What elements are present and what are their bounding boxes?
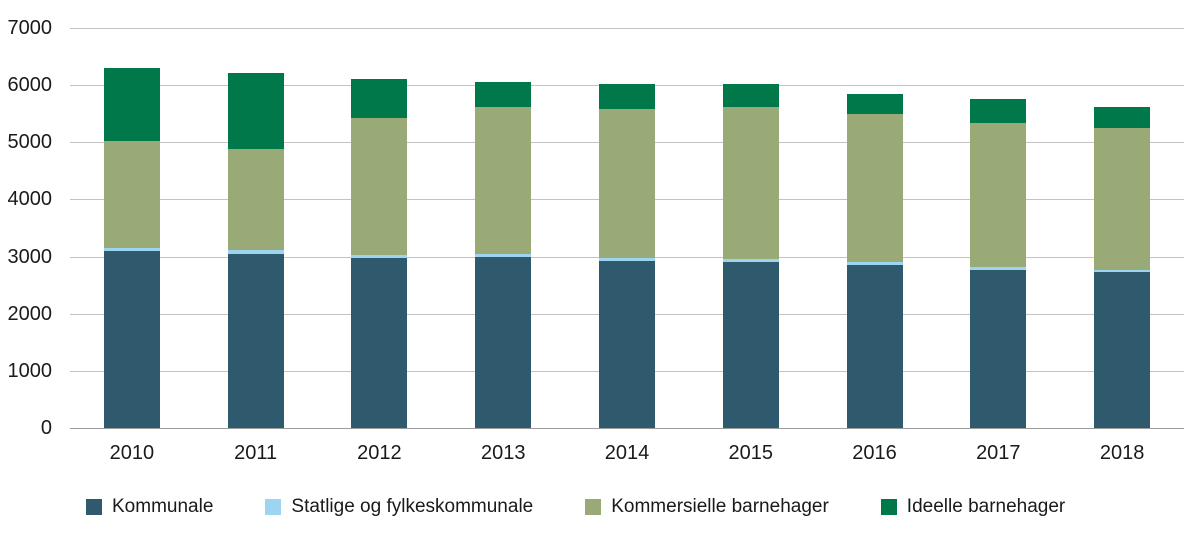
bar-segment bbox=[227, 148, 284, 251]
legend-swatch-statlige bbox=[265, 499, 282, 515]
bar-segment bbox=[103, 68, 160, 142]
bar-stack-2017 bbox=[970, 99, 1027, 428]
x-tick-label: 2015 bbox=[728, 442, 774, 464]
bar-segment bbox=[970, 269, 1027, 428]
x-tick-label: 2013 bbox=[480, 442, 526, 464]
y-tick-label: 7000 bbox=[7, 17, 53, 39]
bar-segment bbox=[599, 258, 655, 262]
y-tick-label: 5000 bbox=[7, 131, 53, 154]
x-tick-label: 2011 bbox=[234, 442, 278, 464]
bar-segment bbox=[846, 93, 903, 115]
legend-item-ideelle: Ideelle barnehager bbox=[880, 496, 1066, 518]
legend-item-kommunale: Kommunale bbox=[86, 496, 213, 518]
bar-segment bbox=[227, 73, 284, 149]
bar-segment bbox=[227, 253, 284, 428]
bar-stack-2018 bbox=[1094, 106, 1151, 428]
y-tick-label: 4000 bbox=[7, 188, 53, 211]
bar-segment bbox=[599, 261, 655, 428]
bar-segment bbox=[599, 109, 655, 259]
bar-stack-2014 bbox=[599, 84, 655, 428]
bar-segment bbox=[103, 248, 160, 252]
plot-area bbox=[70, 28, 1184, 429]
bar-segment bbox=[1094, 272, 1151, 428]
bar-stack-2011 bbox=[227, 73, 284, 428]
bar-stack-2013 bbox=[475, 81, 532, 428]
bar-segment bbox=[722, 261, 779, 428]
legend-swatch-kommunale bbox=[86, 499, 102, 515]
bar-segment bbox=[1094, 128, 1151, 270]
bar-segment bbox=[846, 262, 903, 265]
legend-label: Kommunale bbox=[112, 496, 214, 517]
bar-segment bbox=[475, 256, 532, 428]
legend-item-statlige: Statlige og fylkeskommunale bbox=[265, 496, 533, 518]
legend-item-kommersielle: Kommersielle barnehager bbox=[585, 496, 829, 518]
bar-stack-2016 bbox=[846, 93, 903, 428]
gridline bbox=[70, 28, 1184, 29]
y-tick-label: 2000 bbox=[7, 302, 53, 325]
bar-segment bbox=[103, 251, 160, 428]
x-tick-label: 2010 bbox=[109, 442, 155, 464]
x-tick-label: 2018 bbox=[1099, 442, 1145, 464]
bar-segment bbox=[351, 254, 408, 258]
bar-stack-2015 bbox=[722, 84, 779, 428]
bar-segment bbox=[970, 99, 1027, 123]
bar-segment bbox=[1094, 106, 1151, 129]
bar-segment bbox=[475, 107, 532, 254]
legend-label: Kommersielle barnehager bbox=[611, 496, 829, 517]
bar-stack-2010 bbox=[103, 68, 160, 428]
y-tick-label: 6000 bbox=[7, 74, 53, 97]
legend-label: Ideelle barnehager bbox=[906, 496, 1066, 517]
bar-segment bbox=[351, 78, 408, 118]
bar-segment bbox=[846, 264, 903, 428]
y-tick-label: 0 bbox=[40, 417, 52, 439]
x-tick-label: 2014 bbox=[604, 442, 650, 464]
bar-segment bbox=[722, 258, 779, 262]
bar-segment bbox=[475, 81, 532, 108]
y-tick-label: 1000 bbox=[7, 359, 53, 382]
y-tick-label: 3000 bbox=[7, 245, 53, 268]
bar-stack-2012 bbox=[351, 78, 408, 428]
bar-segment bbox=[1094, 269, 1151, 272]
bar-segment bbox=[970, 122, 1027, 268]
x-tick-label: 2016 bbox=[852, 442, 897, 464]
x-tick-label: 2017 bbox=[976, 442, 1021, 464]
legend-label: Statlige og fylkeskommunale bbox=[291, 496, 534, 517]
bar-segment bbox=[103, 141, 160, 249]
x-tick-label: 2012 bbox=[357, 442, 402, 464]
bar-segment bbox=[351, 117, 408, 255]
bar-segment bbox=[599, 84, 655, 110]
bar-segment bbox=[722, 107, 779, 259]
gridline bbox=[70, 428, 1184, 429]
bar-segment bbox=[722, 84, 779, 108]
bar-segment bbox=[351, 257, 408, 428]
legend-swatch-kommersielle bbox=[585, 499, 602, 515]
legend-swatch-ideelle bbox=[880, 499, 897, 515]
bar-segment bbox=[227, 250, 284, 254]
bar-segment bbox=[475, 253, 532, 257]
bar-segment bbox=[846, 114, 903, 263]
bar-segment bbox=[970, 267, 1027, 270]
legend: Kommunale Statlige og fylkeskommunale Ko… bbox=[86, 496, 1065, 518]
